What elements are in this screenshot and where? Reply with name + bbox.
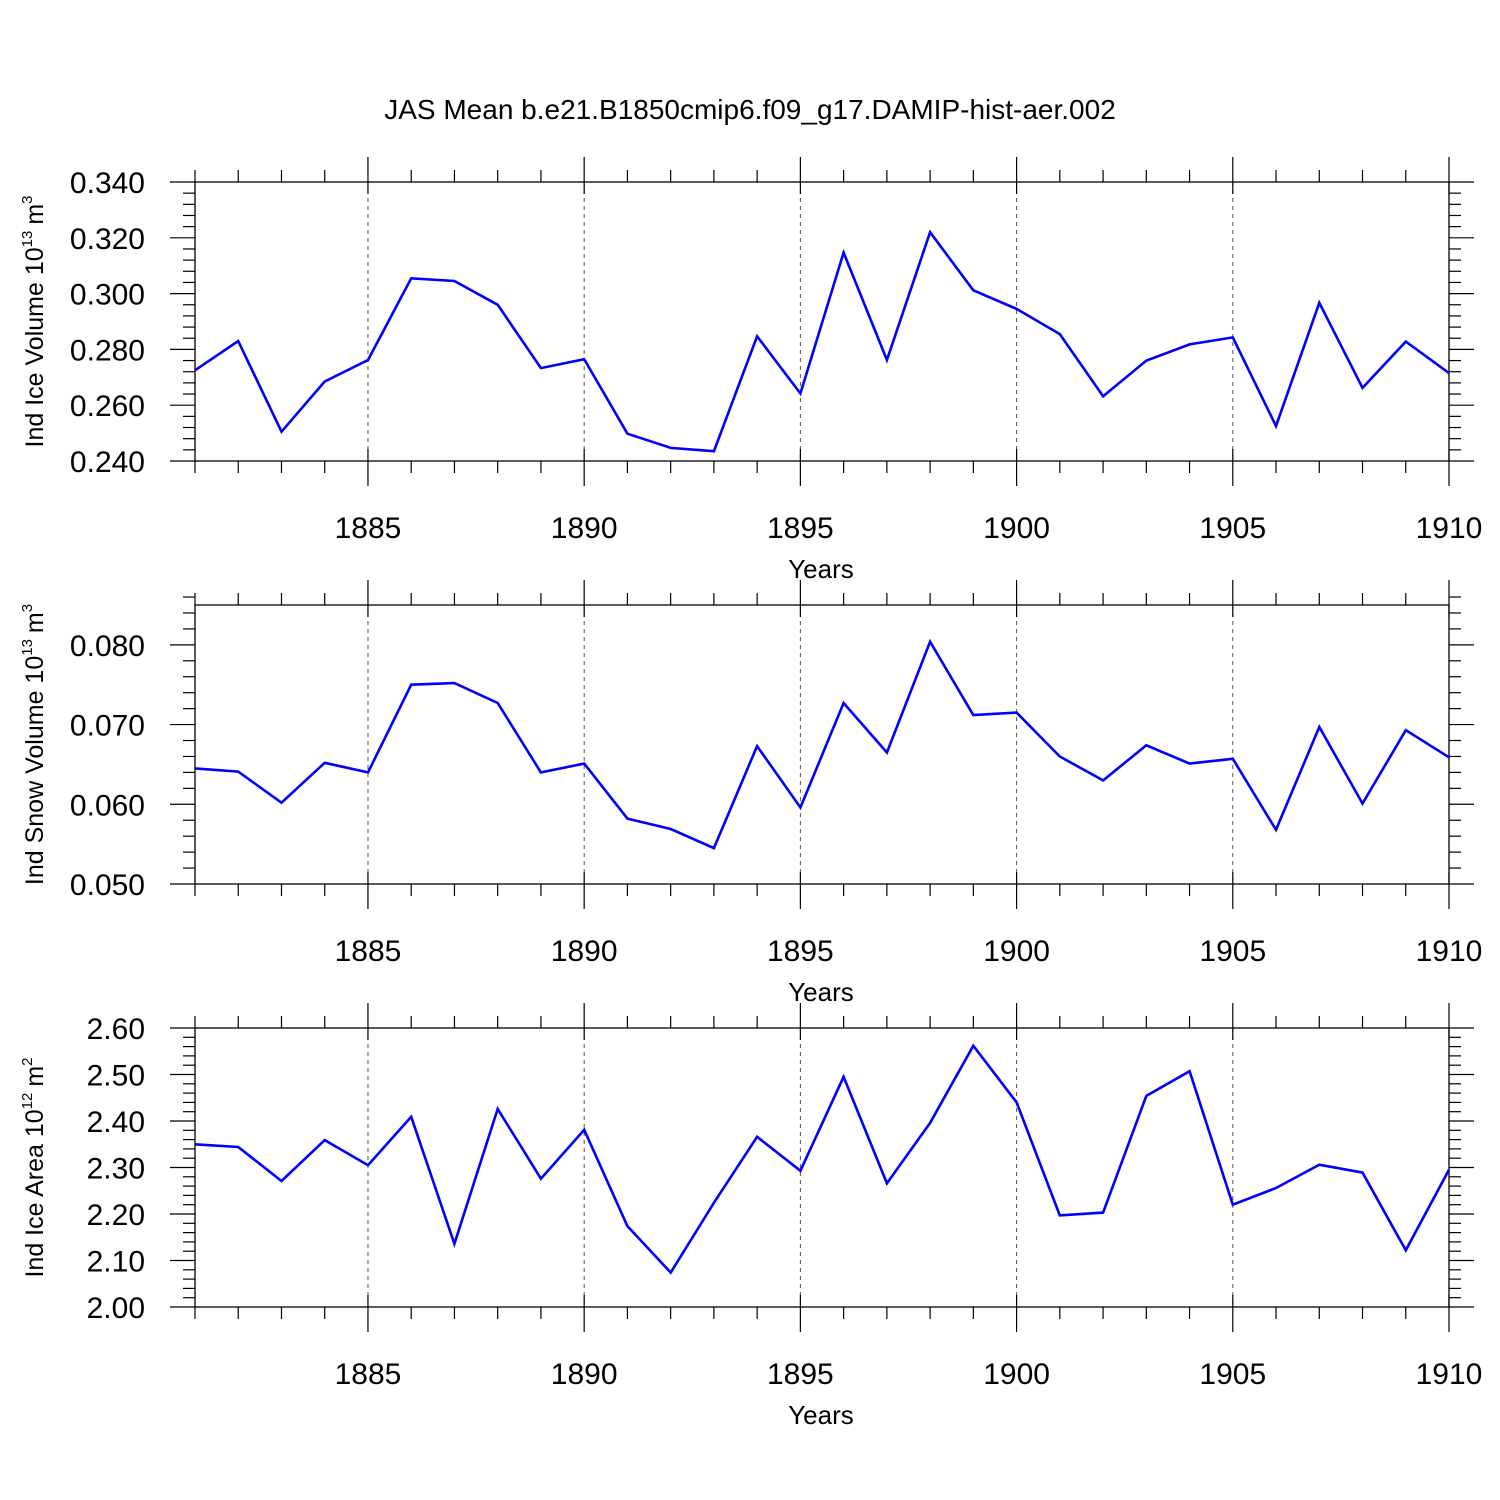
x-tick-label: 1895 — [767, 935, 834, 968]
x-tick-label: 1905 — [1199, 935, 1266, 968]
panel-2: 0.050 0.060 0.070 0.080 1885 1890 1895 1900 1905… — [19, 580, 1482, 1007]
y-tick-label: 2.10 — [87, 1246, 145, 1279]
y-axis-label: Ind Snow Volume 1013 m3 — [19, 604, 49, 885]
y-tick-label: 0.240 — [70, 446, 145, 479]
y-tick-label: 0.070 — [70, 710, 145, 743]
x-tick-label: 1905 — [1199, 1358, 1266, 1391]
y-tick-label: 0.340 — [70, 167, 145, 200]
series-line — [194, 229, 1450, 453]
x-tick-label: 1910 — [1416, 512, 1483, 545]
y-tick-label: 0.080 — [70, 630, 145, 663]
y-tick-label: 0.280 — [70, 334, 145, 367]
y-axis-label-unit-exponent: 3 — [19, 604, 36, 612]
x-tick-label: 1900 — [983, 512, 1050, 545]
y-tick-label: 2.60 — [87, 1013, 145, 1046]
x-axis-label: Years — [788, 554, 854, 584]
y-tick-label: 0.050 — [70, 869, 145, 902]
y-axis-label-text: Ind Snow Volume 10 — [21, 656, 49, 885]
x-tick-label: 1885 — [335, 512, 402, 545]
y-axis-label: Ind Ice Volume 1013 m3 — [19, 196, 49, 448]
x-axis-label: Years — [788, 1400, 854, 1430]
y-axis-label-text: Ind Ice Volume 10 — [21, 247, 49, 447]
y-tick-label: 2.20 — [87, 1199, 145, 1232]
y-tick-label: 2.40 — [87, 1106, 145, 1139]
x-axis-label: Years — [788, 977, 854, 1007]
y-axis-label-unit: m — [21, 1066, 49, 1087]
series-line — [194, 638, 1450, 850]
x-tick-label: 1885 — [335, 935, 402, 968]
y-tick-label: 0.300 — [70, 279, 145, 312]
panels: 0.240 0.260 0.280 0.300 0.320 0.340 1885 1890 18… — [19, 157, 1482, 1430]
y-tick-label: 0.320 — [70, 223, 145, 256]
y-tick-label: 0.260 — [70, 390, 145, 423]
x-tick-label: 1890 — [551, 935, 618, 968]
y-axis-label-unit-exponent: 3 — [19, 196, 36, 204]
y-axis-label-exponent: 13 — [19, 231, 36, 248]
y-tick-label: 2.50 — [87, 1060, 145, 1093]
x-tick-label: 1900 — [983, 1358, 1050, 1391]
y-axis-label-unit-exponent: 2 — [19, 1057, 36, 1065]
x-tick-label: 1890 — [551, 512, 618, 545]
x-tick-label: 1885 — [335, 1358, 402, 1391]
x-tick-label: 1905 — [1199, 512, 1266, 545]
y-axis-label-text: Ind Ice Area 10 — [21, 1109, 49, 1277]
y-tick-label: 0.060 — [70, 789, 145, 822]
plot-frame — [194, 1027, 1450, 1308]
x-tick-label: 1910 — [1416, 935, 1483, 968]
y-axis-label-unit: m — [21, 612, 49, 633]
plot-frame — [194, 181, 1450, 462]
y-axis-label-exponent: 13 — [19, 639, 36, 656]
y-axis-label-exponent: 12 — [19, 1093, 36, 1110]
panel-1: 0.240 0.260 0.280 0.300 0.320 0.340 1885 1890 18… — [19, 157, 1482, 584]
chart-title: JAS Mean b.e21.B1850cmip6.f09_g17.DAMIP-… — [384, 94, 1116, 125]
y-axis-label: Ind Ice Area 1012 m2 — [19, 1057, 49, 1277]
x-tick-label: 1895 — [767, 1358, 834, 1391]
x-tick-label: 1910 — [1416, 1358, 1483, 1391]
y-tick-label: 2.30 — [87, 1153, 145, 1186]
panel-3: 2.00 2.10 2.20 2.30 2.40 2.50 2.60 1885 1890 1895… — [19, 1003, 1482, 1430]
x-tick-label: 1895 — [767, 512, 834, 545]
y-axis-label-unit: m — [21, 204, 49, 225]
y-tick-label: 2.00 — [87, 1292, 145, 1325]
x-tick-label: 1900 — [983, 935, 1050, 968]
x-tick-label: 1890 — [551, 1358, 618, 1391]
series-line — [194, 1043, 1451, 1275]
plot-frame — [194, 604, 1450, 885]
